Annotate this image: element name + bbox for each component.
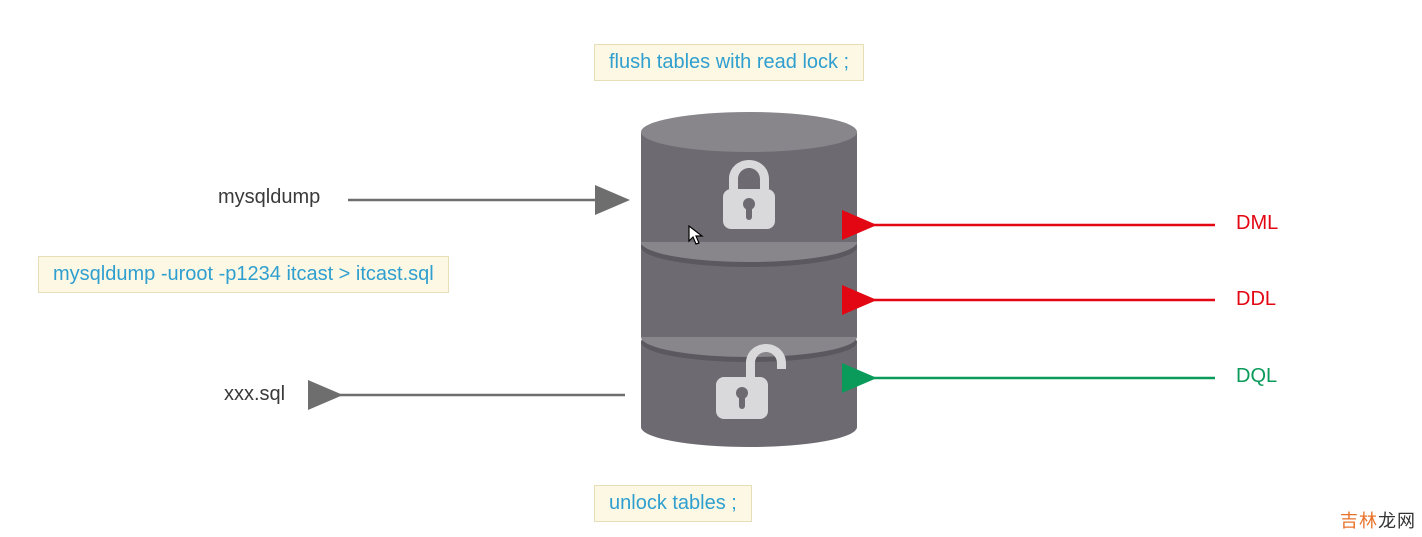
watermark-part2: 龙网 bbox=[1378, 511, 1416, 531]
watermark: 吉林龙网 bbox=[1340, 507, 1416, 533]
diagram-stage: flush tables with read lock ; mysqldump … bbox=[0, 0, 1422, 537]
mouse-cursor-icon bbox=[688, 225, 704, 250]
arrow-mysqldump-in bbox=[0, 0, 1422, 537]
watermark-part1: 吉林 bbox=[1340, 511, 1378, 531]
